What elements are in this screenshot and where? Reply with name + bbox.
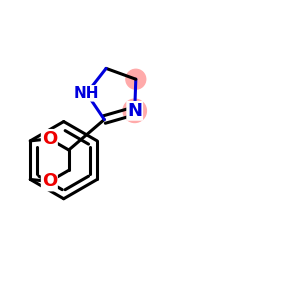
Text: N: N: [127, 102, 142, 120]
Text: O: O: [42, 130, 57, 148]
Circle shape: [123, 99, 146, 122]
Text: O: O: [42, 172, 57, 190]
Circle shape: [126, 69, 146, 89]
Text: NH: NH: [74, 86, 99, 101]
